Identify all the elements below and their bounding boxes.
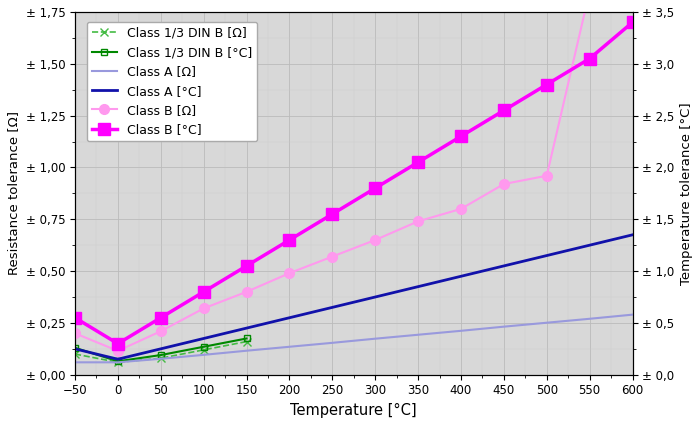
Class B [°C] [457, 134, 466, 139]
Class A [Ω] [113, 360, 122, 365]
Y-axis label: Resistance tolerance [Ω]: Resistance tolerance [Ω] [7, 111, 20, 275]
Class 1/3 DIN B [Ω] [71, 351, 79, 357]
Class B [Ω] [328, 254, 337, 259]
Class A [°C] [629, 232, 637, 238]
Class B [°C] [328, 212, 337, 217]
Class A [°C] [71, 346, 79, 351]
Line: Class A [°C]: Class A [°C] [75, 235, 633, 359]
Class 1/3 DIN B [°C] [157, 352, 165, 357]
Class A [Ω] [414, 332, 422, 337]
Class A [°C] [500, 264, 508, 269]
Line: Class 1/3 DIN B [°C]: Class 1/3 DIN B [°C] [71, 335, 250, 365]
Class A [Ω] [157, 356, 165, 361]
Class B [°C] [242, 264, 251, 269]
Class B [°C] [542, 82, 551, 87]
Class 1/3 DIN B [Ω] [157, 356, 165, 361]
Class A [°C] [457, 274, 466, 279]
Y-axis label: Temperature tolerance [°C]: Temperature tolerance [°C] [680, 102, 693, 285]
Class B [°C] [414, 160, 422, 165]
Class B [Ω] [457, 207, 466, 212]
Class A [Ω] [629, 312, 637, 317]
Class A [Ω] [500, 324, 508, 329]
Class A [°C] [285, 315, 293, 320]
Class A [°C] [371, 295, 379, 300]
Class B [°C] [157, 315, 165, 320]
Class B [°C] [629, 20, 637, 25]
Class A [Ω] [371, 336, 379, 341]
Class B [°C] [285, 238, 293, 243]
Line: Class B [Ω]: Class B [Ω] [70, 0, 638, 356]
Class 1/3 DIN B [Ω] [242, 339, 251, 344]
Class 1/3 DIN B [°C] [242, 336, 251, 341]
Class A [°C] [242, 326, 251, 331]
Class A [Ω] [585, 316, 594, 321]
Class B [°C] [71, 315, 79, 320]
Line: Class A [Ω]: Class A [Ω] [75, 314, 633, 363]
Class B [Ω] [71, 331, 79, 336]
Class A [Ω] [285, 344, 293, 349]
Class A [°C] [414, 284, 422, 289]
Class B [Ω] [414, 219, 422, 224]
Class A [°C] [328, 305, 337, 310]
Class A [°C] [542, 253, 551, 258]
Class A [°C] [585, 243, 594, 248]
Class B [°C] [199, 289, 208, 295]
Class B [°C] [585, 56, 594, 61]
Class B [°C] [113, 341, 122, 346]
Class B [Ω] [285, 271, 293, 276]
Class A [Ω] [242, 348, 251, 353]
Class A [Ω] [542, 320, 551, 325]
Class 1/3 DIN B [Ω] [113, 360, 122, 365]
Class B [Ω] [113, 348, 122, 354]
Class A [Ω] [457, 328, 466, 333]
Legend: Class 1/3 DIN B [Ω], Class 1/3 DIN B [°C], Class A [Ω], Class A [°C], Class B [Ω: Class 1/3 DIN B [Ω], Class 1/3 DIN B [°C… [87, 22, 257, 141]
Class A [Ω] [328, 340, 337, 346]
Class A [°C] [113, 357, 122, 362]
Class B [Ω] [157, 329, 165, 334]
Line: Class B [°C]: Class B [°C] [69, 17, 638, 349]
Class A [Ω] [199, 352, 208, 357]
Class A [Ω] [71, 360, 79, 365]
Class A [°C] [199, 336, 208, 341]
Class B [Ω] [199, 306, 208, 311]
Class A [°C] [157, 346, 165, 351]
Class 1/3 DIN B [°C] [199, 344, 208, 349]
Class 1/3 DIN B [°C] [71, 345, 79, 350]
Line: Class 1/3 DIN B [Ω]: Class 1/3 DIN B [Ω] [71, 337, 251, 366]
Class B [Ω] [542, 173, 551, 178]
Class B [Ω] [500, 181, 508, 187]
Class 1/3 DIN B [Ω] [199, 347, 208, 352]
Class B [°C] [500, 108, 508, 113]
Class B [°C] [371, 186, 379, 191]
Class B [Ω] [371, 238, 379, 243]
Class B [Ω] [242, 289, 251, 295]
X-axis label: Temperature [°C]: Temperature [°C] [290, 403, 417, 418]
Class 1/3 DIN B [°C] [113, 359, 122, 364]
